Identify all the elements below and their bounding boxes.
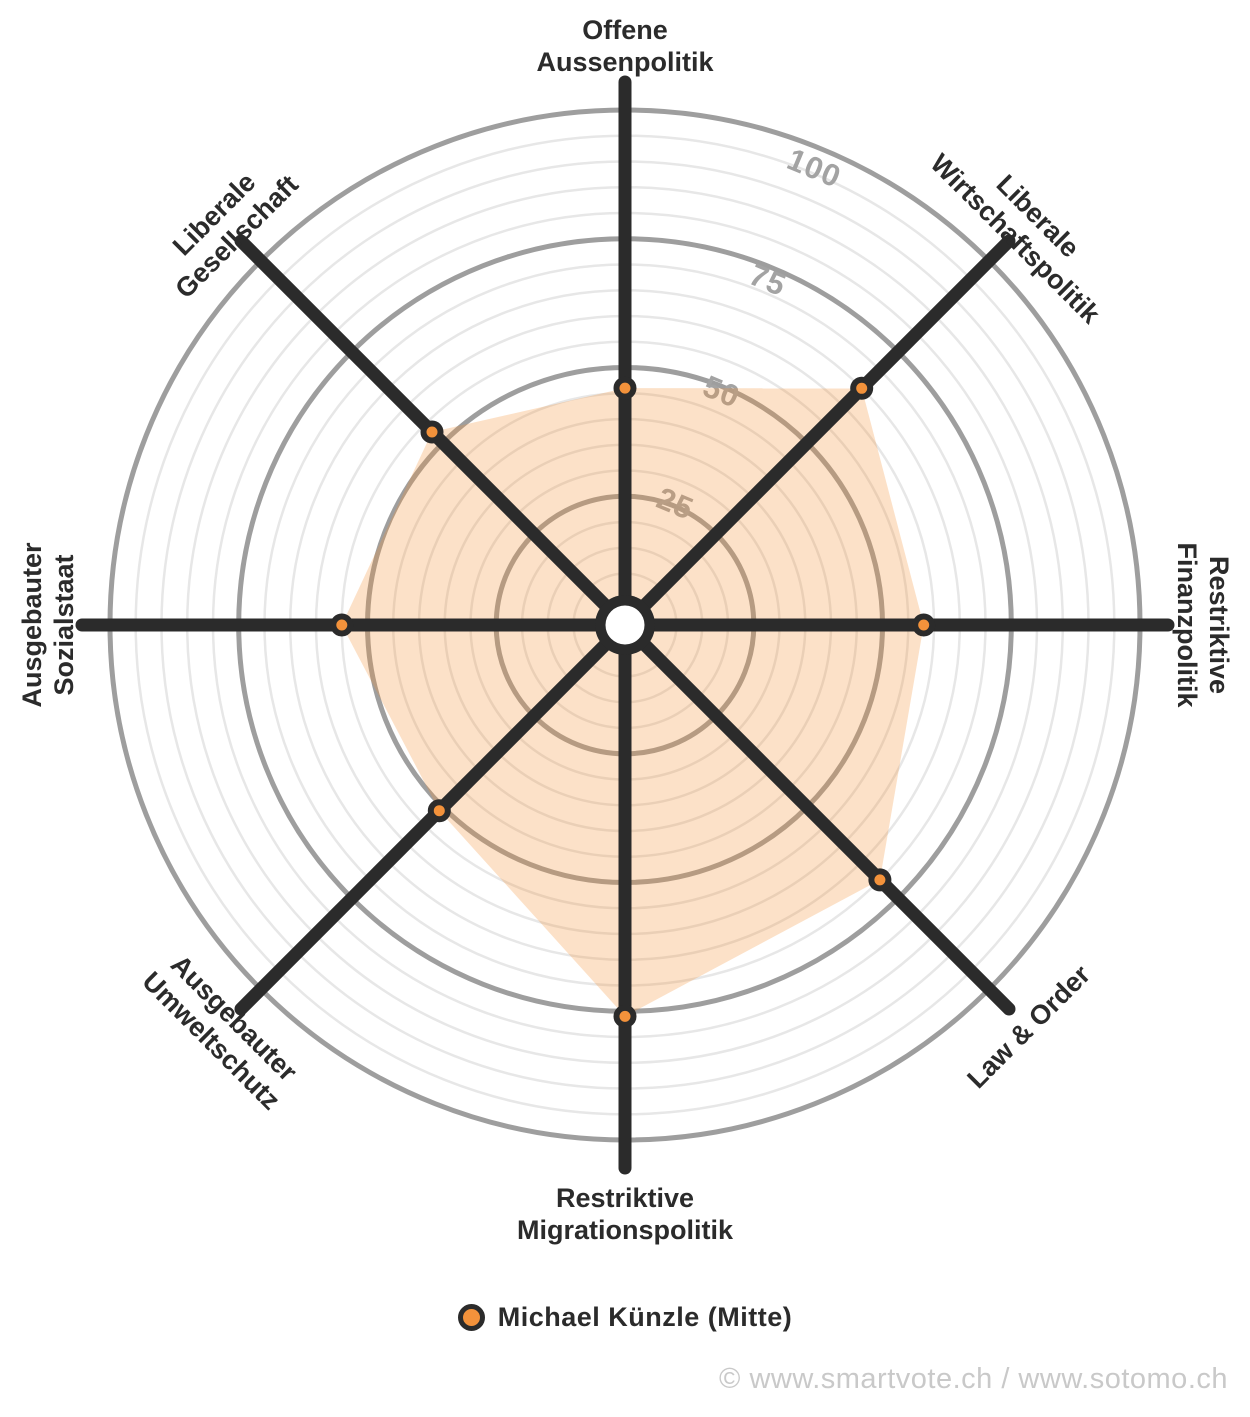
ring-label-100: 100 (782, 141, 846, 194)
axis-label-4: Restriktive Migrationspolitik (517, 1183, 734, 1245)
data-point-1 (850, 376, 874, 400)
data-point-7 (420, 420, 444, 444)
series-area (341, 388, 924, 1017)
axis-label-2: RestriktiveFinanzpolitik (1172, 543, 1234, 709)
data-point-4 (613, 1004, 637, 1028)
axis-label-0: Offene Aussenpolitik (536, 15, 714, 77)
copyright-text: © www.smartvote.ch / www.sotomo.ch (719, 1363, 1228, 1395)
data-point-5 (427, 799, 451, 823)
legend-candidate-marker-icon (457, 1304, 485, 1331)
legend-candidate-label: Michael Künzle (Mitte) (497, 1302, 793, 1332)
center-hub (605, 605, 645, 645)
data-point-3 (868, 868, 892, 892)
data-point-0 (613, 376, 637, 400)
axis-label-6: AusgebauterSozialstaat (17, 542, 79, 708)
ring-label-75: 75 (744, 257, 791, 303)
axis-line-3 (618, 618, 1016, 1016)
legend: Michael Künzle (Mitte) (0, 1302, 1250, 1333)
axis-line-1 (618, 234, 1016, 632)
data-point-2 (912, 613, 936, 637)
data-point-6 (330, 613, 354, 637)
